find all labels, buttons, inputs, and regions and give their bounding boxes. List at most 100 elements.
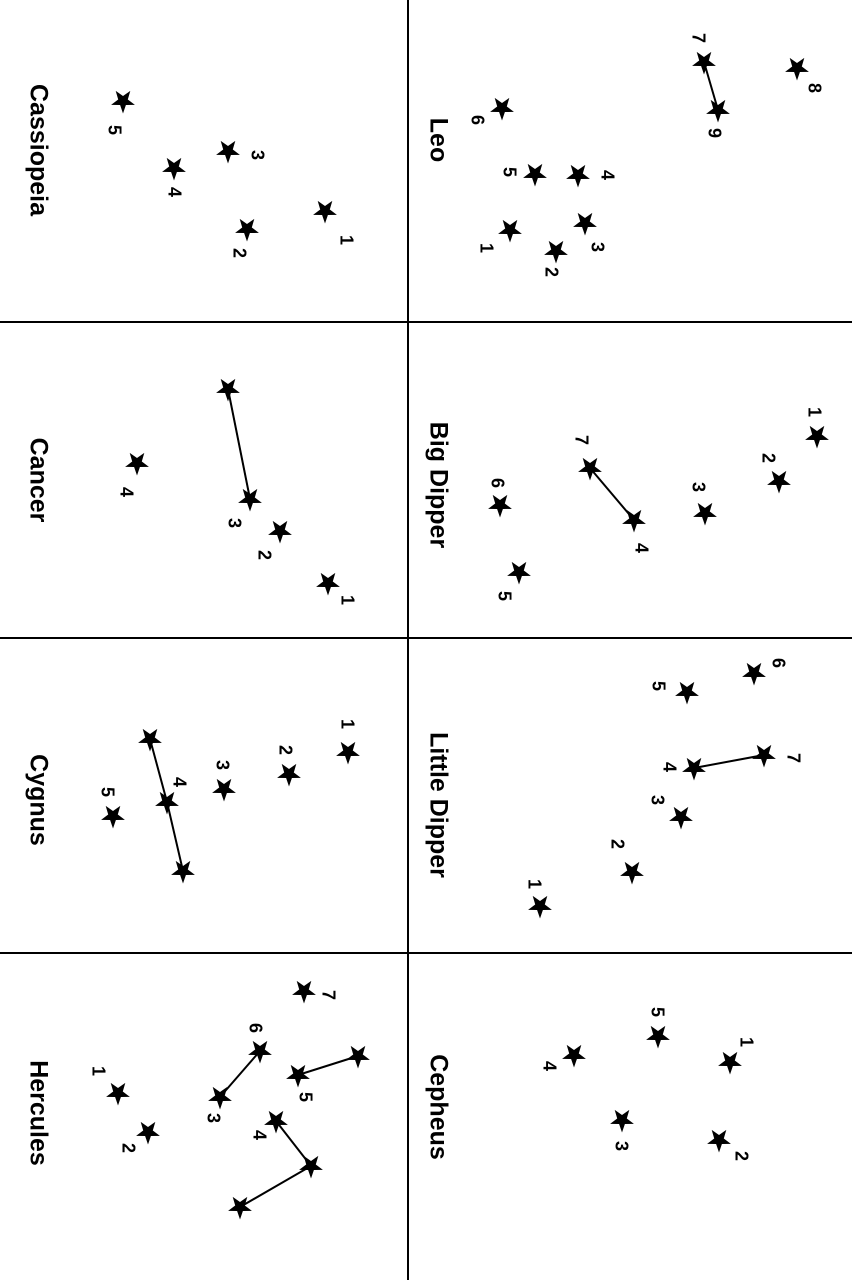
star xyxy=(212,778,236,802)
star xyxy=(718,1051,742,1075)
star xyxy=(767,470,791,494)
star-label: 5 xyxy=(295,1092,315,1102)
star-label: 5 xyxy=(647,1007,667,1017)
star-label: 1 xyxy=(804,407,824,417)
star-label: 3 xyxy=(203,1113,223,1123)
star-label: 1 xyxy=(476,243,496,253)
star-label: 9 xyxy=(704,128,724,138)
star-label: 3 xyxy=(212,760,232,770)
star-label: 2 xyxy=(275,745,295,755)
star xyxy=(566,164,590,188)
star xyxy=(171,860,195,884)
star xyxy=(562,1044,586,1068)
star xyxy=(693,502,717,526)
star xyxy=(682,757,706,781)
star-label: 5 xyxy=(97,787,117,797)
star xyxy=(752,744,776,768)
star-label: 3 xyxy=(587,242,607,252)
star xyxy=(125,452,149,476)
star xyxy=(208,1086,232,1110)
star-label: 1 xyxy=(336,235,356,245)
star-label: 4 xyxy=(169,777,189,787)
star-label: 8 xyxy=(804,83,824,93)
star-label: 5 xyxy=(104,125,124,135)
star xyxy=(646,1025,670,1049)
constellation-title: Cancer xyxy=(24,438,52,523)
star-label: 4 xyxy=(164,187,184,197)
star xyxy=(805,425,829,449)
star-label: 2 xyxy=(541,267,561,277)
constellation-title: Big Dipper xyxy=(424,422,452,549)
star-label: 1 xyxy=(337,595,357,605)
star xyxy=(507,561,531,585)
star-label: 7 xyxy=(783,753,803,763)
star-label: 6 xyxy=(487,478,507,488)
star-label: 5 xyxy=(494,591,514,601)
star xyxy=(286,1064,310,1088)
star xyxy=(610,1109,634,1133)
star-label: 7 xyxy=(688,33,708,43)
star xyxy=(692,51,716,75)
constellation-title: Cygnus xyxy=(24,754,52,846)
star-label: 5 xyxy=(648,681,668,691)
star-label: 4 xyxy=(597,170,617,180)
star-label: 1 xyxy=(337,719,357,729)
star xyxy=(573,212,597,236)
star-label: 6 xyxy=(768,658,788,668)
star-label: 2 xyxy=(254,550,274,560)
star xyxy=(111,90,135,114)
star xyxy=(264,1110,288,1134)
constellation-title: Hercules xyxy=(24,1060,52,1166)
star-label: 2 xyxy=(731,1151,751,1161)
connector-line xyxy=(227,388,251,500)
star-label: 4 xyxy=(249,1130,269,1140)
connector-line xyxy=(219,1050,261,1098)
star xyxy=(299,1155,323,1179)
star xyxy=(155,791,179,815)
star xyxy=(238,488,262,512)
connector-line xyxy=(589,467,635,521)
star-label: 3 xyxy=(611,1141,631,1151)
star-label: 2 xyxy=(758,453,778,463)
constellation-title: Cepheus xyxy=(424,1054,452,1160)
star xyxy=(785,57,809,81)
star xyxy=(228,1196,252,1220)
star-label: 2 xyxy=(607,839,627,849)
star-label: 3 xyxy=(224,518,244,528)
star-label: 6 xyxy=(467,115,487,125)
star xyxy=(277,763,301,787)
star-label: 1 xyxy=(88,1066,108,1076)
star-label: 3 xyxy=(647,795,667,805)
star-label: 1 xyxy=(524,879,544,889)
star xyxy=(346,1045,370,1069)
star xyxy=(544,240,568,264)
star-label: 3 xyxy=(247,150,267,160)
star xyxy=(742,662,766,686)
star xyxy=(216,140,240,164)
star xyxy=(235,218,259,242)
star xyxy=(101,805,125,829)
constellation-title: Little Dipper xyxy=(424,732,452,878)
star-label: 4 xyxy=(659,762,679,772)
star xyxy=(106,1082,130,1106)
star xyxy=(578,457,602,481)
star xyxy=(706,99,730,123)
star xyxy=(136,1121,160,1145)
connector-line xyxy=(703,61,719,111)
star-label: 2 xyxy=(229,248,249,258)
star xyxy=(248,1040,272,1064)
star-label: 4 xyxy=(631,543,651,553)
star xyxy=(669,806,693,830)
star xyxy=(138,728,162,752)
star xyxy=(498,219,522,243)
star xyxy=(268,520,292,544)
star-label: 3 xyxy=(688,482,708,492)
star xyxy=(162,157,186,181)
star xyxy=(490,97,514,121)
star-label: 1 xyxy=(736,1037,756,1047)
star-label: 2 xyxy=(118,1143,138,1153)
constellation-title: Cassiopeia xyxy=(24,84,52,217)
star-label: 7 xyxy=(318,990,338,1000)
